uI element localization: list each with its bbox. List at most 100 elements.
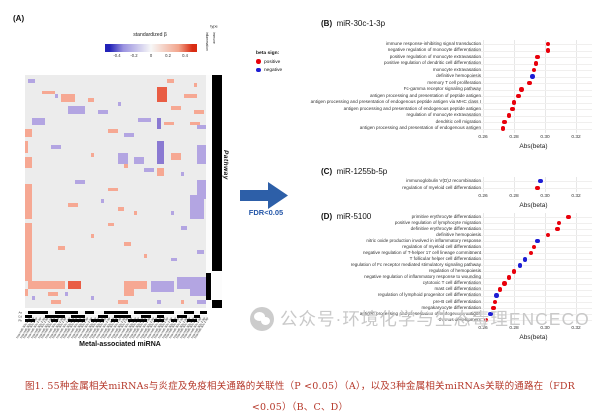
data-point bbox=[535, 185, 540, 191]
pathway-label: negative regulation of inflammatory resp… bbox=[364, 275, 481, 280]
heatmap-cell bbox=[117, 207, 125, 211]
heatmap-cell bbox=[170, 257, 178, 262]
heatmap-cell bbox=[91, 234, 95, 239]
heatmap-cell bbox=[150, 280, 174, 293]
bottom-annotation-cell bbox=[71, 314, 85, 318]
x-axis-tick: 0.30 bbox=[540, 325, 550, 331]
gridline-vertical bbox=[513, 40, 515, 133]
bottom-annotation-cell bbox=[193, 314, 201, 318]
colorbar-gradient bbox=[105, 44, 197, 52]
heatmap-cell bbox=[68, 203, 78, 208]
gridline-horizontal bbox=[467, 128, 592, 130]
pathway-label: immunoglobulin V(D)J recombination bbox=[406, 178, 481, 184]
pathway-label: T follicular helper cell differentiation bbox=[409, 256, 481, 262]
data-point bbox=[502, 119, 507, 125]
gridline-horizontal bbox=[467, 277, 592, 279]
bottom-annotation-cell bbox=[114, 314, 131, 318]
gridline-horizontal bbox=[467, 223, 592, 225]
heatmap-cell bbox=[157, 86, 168, 103]
pathway-label: regulation of monocyte extravasation bbox=[406, 113, 481, 118]
heatmap-cell bbox=[137, 117, 151, 122]
pathway-label: cytotoxic T cell differentiation bbox=[422, 281, 481, 286]
panel-b-name: miR-30c-1-3p bbox=[336, 19, 386, 28]
gridline-horizontal bbox=[467, 96, 592, 97]
gridline-horizontal bbox=[467, 235, 592, 237]
data-point bbox=[516, 93, 521, 99]
pathway-label: memory T cell proliferation bbox=[427, 80, 481, 86]
data-point bbox=[497, 287, 502, 292]
gridline-horizontal bbox=[467, 50, 592, 52]
x-axis-tick: 0.30 bbox=[540, 194, 550, 199]
x-axis-label: Abs(beta) bbox=[519, 202, 548, 209]
data-point bbox=[546, 232, 551, 238]
pathway-label: antigen processing and presentation of e… bbox=[310, 100, 481, 105]
beta-sign-legend: beta sign: positive negative bbox=[256, 50, 286, 73]
heatmap-cell bbox=[117, 102, 121, 107]
heatmap-cell bbox=[91, 296, 95, 301]
x-axis-label: Abs(beta) bbox=[519, 142, 548, 150]
heatmap-cell bbox=[197, 300, 207, 305]
data-point bbox=[491, 305, 496, 310]
heatmap-cell bbox=[134, 210, 138, 215]
bottom-annotation-cell bbox=[177, 314, 188, 318]
gridline-horizontal bbox=[467, 217, 592, 218]
legend-item-label: positive bbox=[263, 59, 280, 64]
heatmap-cell bbox=[183, 94, 198, 99]
gridline-horizontal bbox=[467, 70, 592, 71]
panel-c-name: miR-1255b-5p bbox=[336, 167, 388, 176]
data-point bbox=[533, 61, 538, 66]
x-axis-tick: 0.30 bbox=[540, 134, 550, 140]
heatmap-cell bbox=[97, 109, 108, 114]
heatmap-cell bbox=[193, 82, 198, 87]
heatmap bbox=[25, 75, 207, 308]
heatmap-cell bbox=[31, 117, 45, 126]
annotation-segment bbox=[206, 273, 211, 300]
fdr-threshold-label: FDR<0.05 bbox=[248, 208, 284, 217]
gridline-vertical bbox=[576, 40, 578, 133]
gridline-horizontal bbox=[467, 188, 592, 189]
heatmap-bottom-annotation bbox=[25, 310, 207, 323]
data-point bbox=[506, 275, 512, 280]
data-point bbox=[483, 317, 488, 323]
heatmap-cell bbox=[177, 276, 207, 289]
heatmap-cell bbox=[170, 106, 181, 110]
x-axis-tick: 0.28 bbox=[509, 194, 519, 199]
pathway-label: regulation of Fc receptor mediated stimu… bbox=[350, 262, 481, 268]
pathway-label: monocyte extravasation bbox=[432, 67, 481, 73]
gridline-horizontal bbox=[467, 115, 592, 117]
heatmap-cell bbox=[61, 94, 75, 103]
gridline-horizontal bbox=[467, 63, 592, 65]
data-point bbox=[546, 48, 551, 53]
heatmap-right-annotation-col1 bbox=[206, 75, 211, 308]
heatmap-cell bbox=[190, 121, 201, 126]
heatmap-cell bbox=[180, 172, 184, 176]
data-point bbox=[519, 87, 524, 92]
heatmap-cell bbox=[134, 156, 145, 165]
panel-c-tag: (C) bbox=[321, 167, 333, 176]
gridline-horizontal bbox=[467, 265, 592, 267]
gridline-horizontal bbox=[467, 283, 592, 285]
heatmap-cell bbox=[124, 164, 128, 169]
data-point bbox=[517, 263, 523, 268]
heatmap-cell bbox=[25, 288, 29, 297]
bottom-annotation-cell bbox=[140, 314, 151, 318]
heatmap-cell bbox=[25, 129, 32, 138]
pathway-label: regulation of lymphoid progenitor cell d… bbox=[377, 293, 481, 298]
gridline-horizontal bbox=[467, 76, 592, 78]
gridline-vertical bbox=[576, 177, 578, 192]
heatmap-cell bbox=[28, 78, 35, 83]
heatmap-cell bbox=[157, 141, 164, 165]
type-legend-title: type bbox=[210, 25, 218, 29]
bottom-annotation-row bbox=[25, 318, 207, 322]
panel-d-title: (D) miR-5100 bbox=[321, 206, 371, 224]
bottom-annotation-cell bbox=[157, 314, 164, 318]
pathway-label: nitric oxide production involved in infl… bbox=[366, 238, 481, 244]
bottom-annotation-row bbox=[25, 310, 207, 314]
x-axis-tick: 0.32 bbox=[571, 194, 582, 199]
bottom-annotation-cell bbox=[104, 310, 128, 314]
gridline-vertical bbox=[513, 213, 515, 324]
right-arrow-icon bbox=[240, 182, 288, 209]
heatmap-cell bbox=[117, 152, 128, 165]
heatmap-cell bbox=[101, 199, 105, 204]
